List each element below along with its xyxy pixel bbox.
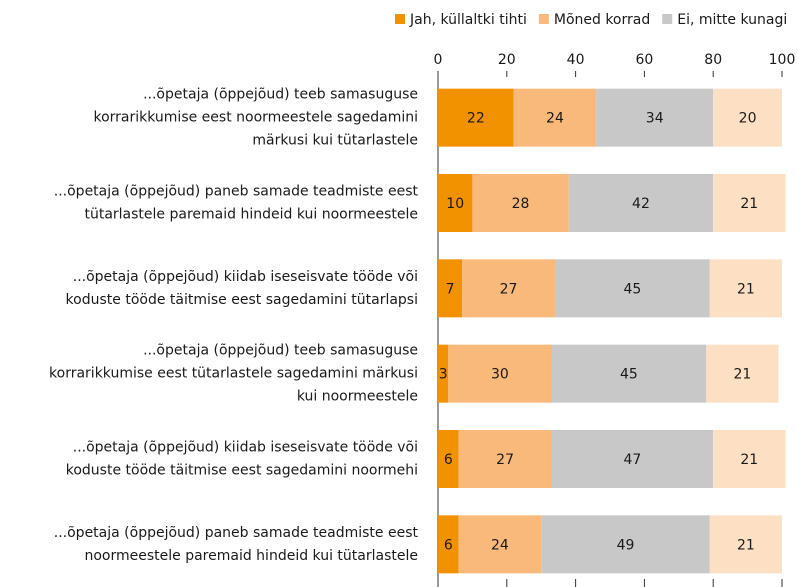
data-label: 30 [491, 367, 509, 383]
data-label: 21 [737, 537, 755, 553]
legend-label: Jah, küllaltki tihti [409, 12, 527, 28]
legend-label: Mõned korrad [554, 12, 650, 28]
data-label: 47 [623, 452, 641, 468]
bar-segment [713, 174, 786, 232]
bar-segment [713, 88, 782, 147]
bar-segment [551, 344, 707, 403]
category-label: koduste tööde täitmise eest sagedamini t… [66, 292, 418, 308]
data-label: 10 [446, 196, 464, 212]
category-label: noormeestele paremaid hindeid kui tütarl… [84, 548, 418, 564]
x-tick-label: 100 [769, 52, 796, 68]
data-label: 27 [496, 452, 514, 468]
data-label: 3 [439, 367, 448, 383]
bar-segment [554, 259, 710, 318]
bar-segment [709, 515, 782, 574]
data-label: 6 [444, 452, 453, 468]
x-tick-label: 40 [567, 52, 585, 68]
category-label: koduste tööde täitmise eest sagedamini n… [66, 463, 418, 479]
data-label: 42 [632, 196, 650, 212]
data-label: 21 [740, 196, 758, 212]
bar-segment [438, 259, 463, 318]
bar-segment [438, 174, 473, 232]
category-label: ...õpetaja (õppejõud) teeb samasuguse [143, 343, 418, 359]
category-label: tütarlastele paremaid hindeid kui noorme… [84, 207, 418, 223]
bar-segment [438, 344, 449, 403]
category-label: ...õpetaja (õppejõud) paneb samade teadm… [54, 184, 419, 200]
data-label: 21 [740, 452, 758, 468]
data-label: 45 [620, 367, 638, 383]
category-label: ...õpetaja (õppejõud) teeb samasuguse [143, 87, 418, 103]
bar-segment [438, 515, 459, 574]
category-label: märkusi kui tütarlastele [252, 133, 418, 149]
data-label: 24 [491, 537, 509, 553]
data-label: 28 [512, 196, 530, 212]
category-label: kui noormeestele [297, 389, 418, 405]
legend-label: Ei, mitte kunagi [677, 12, 787, 28]
legend-swatch [538, 14, 549, 24]
bar-segment [513, 88, 597, 147]
data-label: 21 [734, 367, 752, 383]
bar-segment [706, 344, 779, 403]
bar-segment [713, 430, 786, 488]
bar-segment [541, 515, 710, 574]
legend-swatch [395, 14, 405, 24]
bar-segment [438, 430, 459, 488]
data-label: 7 [446, 281, 455, 297]
bar-segment [458, 515, 542, 574]
data-label: 45 [623, 281, 641, 297]
category-label: korrarikkumise eest tütarlastele sagedam… [49, 366, 418, 382]
category-label: ...õpetaja (õppejõud) kiidab iseseisvate… [73, 269, 418, 285]
data-label: 21 [737, 281, 755, 297]
bar-segment [448, 344, 552, 403]
data-label: 22 [467, 111, 485, 127]
bar-segment [458, 430, 552, 488]
bar-segment [438, 88, 514, 147]
bar-segment [709, 259, 782, 318]
bar-segment [472, 174, 569, 232]
bar-segment [596, 88, 714, 147]
x-tick-label: 80 [704, 52, 722, 68]
category-label: ...õpetaja (õppejõud) paneb samade teadm… [54, 525, 419, 541]
data-label: 24 [546, 111, 564, 127]
x-tick-label: 20 [498, 52, 516, 68]
bar-segment [551, 430, 714, 488]
bar-segment [462, 259, 555, 318]
data-label: 34 [646, 111, 664, 127]
data-label: 27 [500, 281, 518, 297]
data-label: 6 [444, 537, 453, 553]
data-label: 20 [739, 111, 757, 127]
category-label: korrarikkumise eest noormeestele sagedam… [93, 110, 418, 126]
x-tick-label: 0 [434, 52, 443, 68]
legend-swatch [662, 14, 673, 24]
category-label: ...õpetaja (õppejõud) kiidab iseseisvate… [73, 440, 418, 456]
bar-segment [568, 174, 714, 232]
x-tick-label: 60 [635, 52, 653, 68]
data-label: 49 [617, 537, 635, 553]
